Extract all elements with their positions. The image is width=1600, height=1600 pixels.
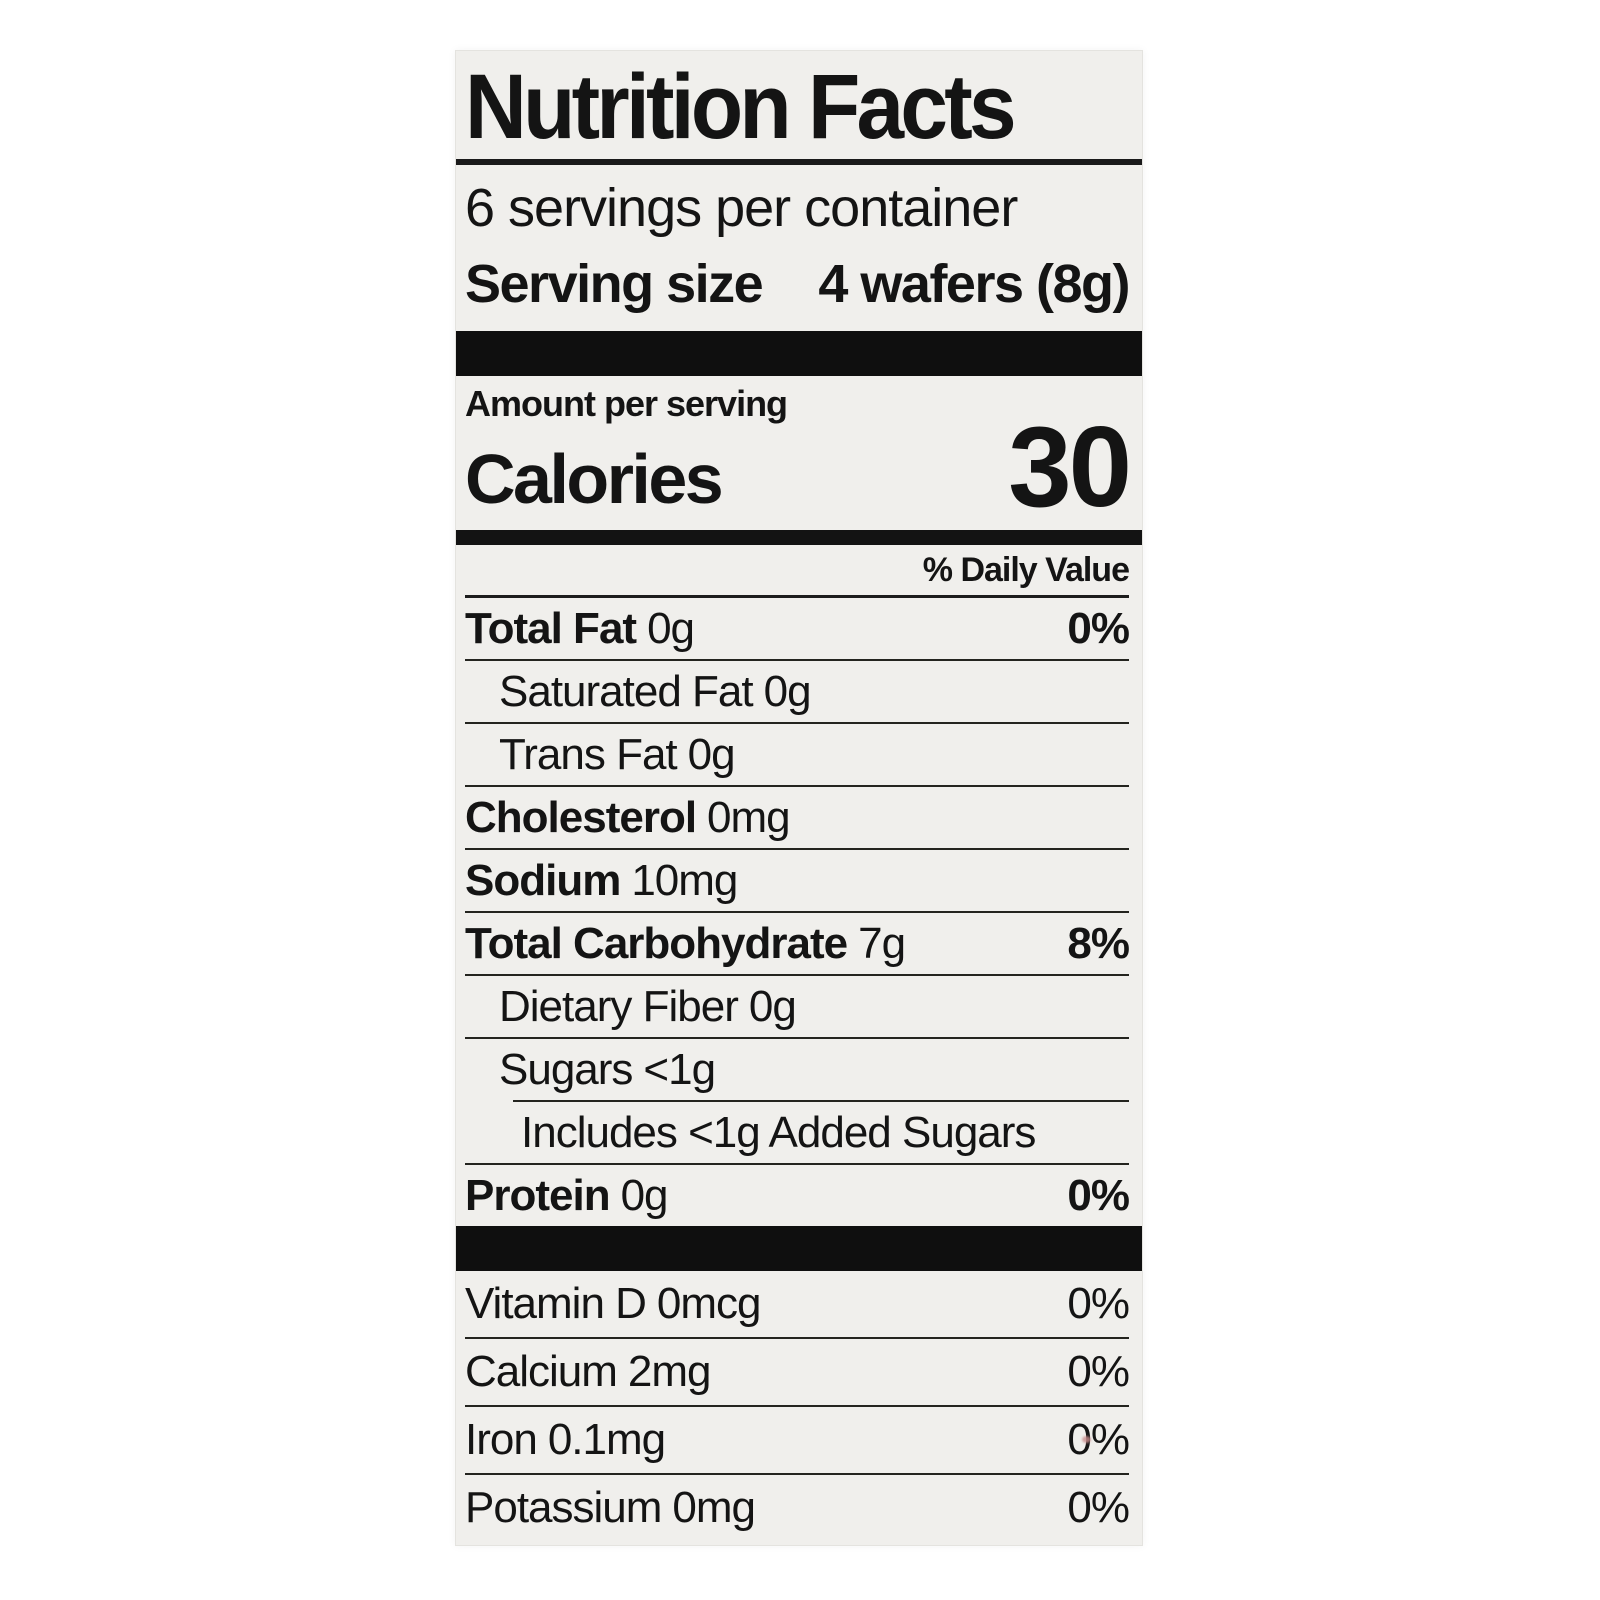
micronutrient-amount: 0mcg	[656, 1279, 762, 1329]
nutrient-name: Cholesterol	[465, 792, 697, 842]
serving-size-label: Serving size	[465, 253, 764, 314]
divider-indented	[513, 1100, 1129, 1103]
micronutrient-dv: 0%	[1067, 1483, 1130, 1533]
divider	[465, 974, 1129, 977]
servings-per-container: 6 servings per container	[465, 177, 1018, 238]
divider	[465, 722, 1129, 725]
nutrient-row-total-fat: Total Fat 0g 0%	[465, 598, 1130, 659]
micronutrient-dv: 0%	[1067, 1347, 1130, 1397]
nutrient-row-total-carbohydrate: Total Carbohydrate 7g 8%	[465, 913, 1130, 974]
micronutrient-name: Vitamin D	[465, 1279, 647, 1329]
nutrient-name: Dietary Fiber	[499, 981, 739, 1031]
nutrient-name: Sodium	[465, 855, 621, 905]
nutrient-row-added-sugars: Includes <1g Added Sugars	[465, 1102, 1129, 1163]
nutrient-row-trans-fat: Trans Fat 0g	[465, 724, 1129, 785]
calories-label: Calories	[465, 439, 724, 518]
calories-divider-bar	[456, 530, 1142, 546]
micronutrient-dv: 0%	[1067, 1279, 1130, 1329]
serving-size-row: Serving size 4 wafers (8g)	[465, 253, 1130, 315]
micronutrient-name: Calcium	[465, 1347, 618, 1397]
daily-value-rule	[465, 595, 1129, 599]
micronutrient-row-vitamin-d: Vitamin D 0mcg 0%	[465, 1271, 1130, 1337]
nutrient-name: Sugars	[499, 1044, 633, 1094]
micronutrient-row-potassium: Potassium 0mg 0%	[465, 1475, 1130, 1541]
nutrient-amount: <1g	[643, 1044, 716, 1094]
daily-value-header-row: % Daily Value	[465, 545, 1130, 595]
divider	[465, 785, 1129, 788]
divider	[465, 1337, 1129, 1340]
section-bar-top	[456, 330, 1142, 376]
nutrient-dv: 8%	[1067, 918, 1130, 968]
divider	[465, 911, 1129, 914]
nutrient-amount: 0g	[620, 1170, 669, 1220]
nutrient-name: Protein	[465, 1170, 611, 1220]
nutrient-amount: 10mg	[631, 855, 738, 905]
nutrient-row-protein: Protein 0g 0%	[465, 1165, 1130, 1226]
nutrient-amount: 0g	[647, 603, 695, 653]
nutrient-amount: 7g	[858, 918, 906, 968]
divider	[465, 1405, 1129, 1408]
divider	[465, 659, 1129, 662]
micronutrient-row-calcium: Calcium 2mg 0%	[465, 1339, 1130, 1405]
micronutrient-name: Iron	[465, 1415, 538, 1465]
title-rule	[456, 158, 1142, 165]
photo-speck	[1082, 1436, 1091, 1443]
calories-value: 30	[1008, 403, 1132, 531]
nutrient-amount: 0g	[763, 666, 812, 716]
label-title: Nutrition Facts	[465, 56, 1017, 158]
nutrient-name: Saturated Fat	[499, 666, 754, 716]
nutrition-facts-label: Nutrition Facts 6 servings per container…	[455, 50, 1143, 1546]
micronutrient-amount: 0.1mg	[547, 1415, 666, 1465]
nutrient-amount: 0g	[687, 729, 736, 779]
divider	[465, 1473, 1129, 1476]
micronutrient-dv: 0%	[1067, 1415, 1130, 1465]
nutrient-name: Total Carbohydrate	[465, 918, 848, 968]
section-bar-bottom	[456, 1226, 1142, 1272]
divider	[465, 1037, 1129, 1040]
nutrient-row-dietary-fiber: Dietary Fiber 0g	[465, 976, 1129, 1037]
nutrient-name: Total Fat	[465, 603, 637, 653]
nutrient-amount: 0mg	[707, 792, 791, 842]
nutrient-row-cholesterol: Cholesterol 0mg	[465, 787, 1129, 848]
serving-size-value: 4 wafers (8g)	[818, 253, 1130, 314]
nutrient-amount: 0g	[748, 981, 797, 1031]
nutrient-dv: 0%	[1067, 1170, 1130, 1220]
micronutrient-name: Potassium	[465, 1483, 662, 1533]
micronutrient-amount: 2mg	[627, 1347, 712, 1397]
micronutrient-row-iron: Iron 0.1mg 0%	[465, 1407, 1130, 1473]
amount-per-serving-label: Amount per serving	[465, 382, 788, 424]
nutrient-dv: 0%	[1067, 603, 1130, 653]
nutrient-row-sugars: Sugars <1g	[465, 1039, 1129, 1100]
micronutrient-amount: 0mg	[672, 1483, 756, 1533]
nutrient-name: Includes <1g Added Sugars	[521, 1107, 1036, 1157]
nutrient-row-saturated-fat: Saturated Fat 0g	[465, 661, 1129, 722]
divider	[465, 1163, 1129, 1166]
nutrient-name: Trans Fat	[499, 729, 678, 779]
divider	[465, 848, 1129, 851]
calories-row: Calories 30	[465, 403, 1132, 531]
nutrient-row-sodium: Sodium 10mg	[465, 850, 1129, 911]
daily-value-header: % Daily Value	[922, 550, 1130, 589]
